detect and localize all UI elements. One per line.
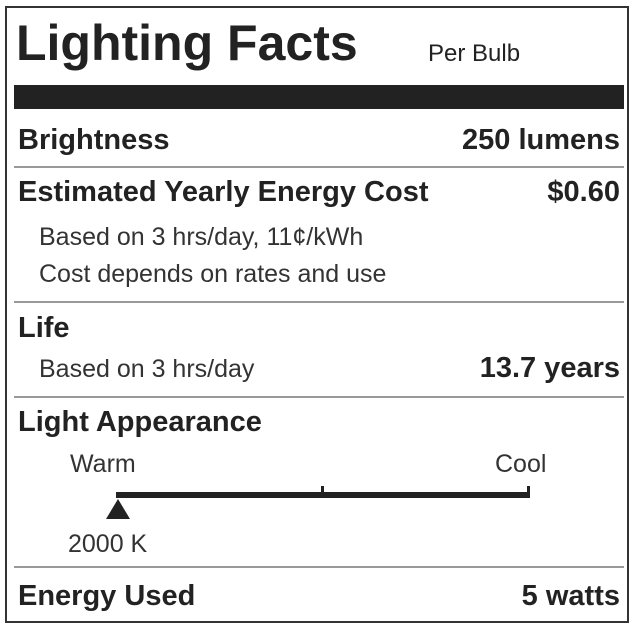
divider xyxy=(14,301,624,303)
divider xyxy=(14,566,624,568)
scale-end-tick xyxy=(527,486,530,496)
cost-note-depends: Cost depends on rates and use xyxy=(39,260,387,288)
life-value: 13.7 years xyxy=(479,352,620,384)
kelvin-value: 2000 K xyxy=(68,530,148,558)
header-bar xyxy=(14,85,624,109)
cost-value: $0.60 xyxy=(547,176,620,208)
divider xyxy=(14,166,624,168)
cost-note-rate: Based on 3 hrs/day, 11¢/kWh xyxy=(39,223,364,251)
divider xyxy=(14,396,624,398)
life-label: Life xyxy=(18,312,70,344)
appearance-label: Light Appearance xyxy=(18,406,262,438)
temperature-marker-icon xyxy=(106,499,130,519)
brightness-label: Brightness xyxy=(18,124,170,156)
label-frame xyxy=(5,6,629,623)
warm-label: Warm xyxy=(70,450,136,478)
brightness-value: 250 lumens xyxy=(462,124,620,156)
scale-mid-tick xyxy=(321,486,324,496)
label-subtitle: Per Bulb xyxy=(428,40,521,67)
cool-label: Cool xyxy=(495,450,547,478)
cost-label: Estimated Yearly Energy Cost xyxy=(18,176,429,208)
life-note: Based on 3 hrs/day xyxy=(39,355,255,383)
energy-value: 5 watts xyxy=(521,580,620,612)
label-title: Lighting Facts xyxy=(16,15,358,71)
energy-label: Energy Used xyxy=(18,580,196,612)
